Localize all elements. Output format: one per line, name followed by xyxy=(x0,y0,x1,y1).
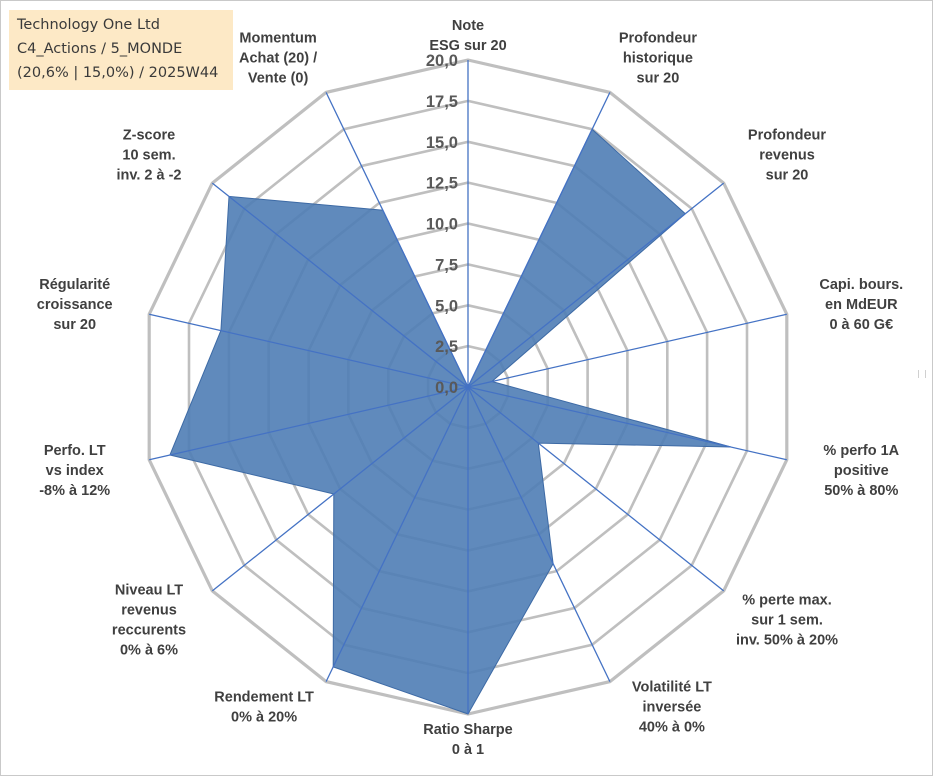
category-label: C4_Actions / 5_MONDE xyxy=(17,41,183,57)
axis-label-0: Note ESG sur 20 xyxy=(429,18,506,54)
spoke-10 xyxy=(149,386,469,461)
tick-label: 7,5 xyxy=(435,256,458,274)
radar-axis-labels: Note ESG sur 20 Profondeur historique sur 20… xyxy=(37,18,903,758)
axis-label-9: Niveau LT revenus reccurents 0% à 6% xyxy=(112,583,186,659)
axis-label-4: % perfo 1A positive 50% à 80% xyxy=(823,443,899,499)
axis-label-12: Z-score 10 sem. inv. 2 à -2 xyxy=(116,127,181,183)
spoke-11 xyxy=(149,313,469,388)
axis-label-2: Profondeur revenus sur 20 xyxy=(748,127,826,183)
spoke-5 xyxy=(467,386,725,592)
spoke-12 xyxy=(211,182,469,388)
tick-label: 15,0 xyxy=(426,134,458,152)
resize-handle[interactable] xyxy=(918,370,926,378)
info-box: Technology One Ltd C4_Actions / 5_MONDE … xyxy=(9,10,233,90)
axis-label-6: Volatilité LT inversée 40% à 0% xyxy=(632,680,712,736)
axis-label-3: Capi. bours. en MdEUR 0 à 60 G€ xyxy=(819,277,903,333)
tick-label: 10,0 xyxy=(426,216,458,234)
axis-label-7: Ratio Sharpe 0 à 1 xyxy=(423,722,512,758)
company-name: Technology One Ltd xyxy=(17,17,160,33)
spoke-1 xyxy=(467,92,611,388)
tick-label: 5,0 xyxy=(435,297,458,315)
tick-label: 20,0 xyxy=(426,52,458,70)
radar-spokes xyxy=(149,60,787,714)
radar-tick-labels: 0,0 2,5 5,0 7,5 10,0 12,5 15,0 17,5 20,0 xyxy=(426,52,458,397)
spoke-9 xyxy=(211,386,469,592)
spoke-13 xyxy=(325,92,469,388)
tick-label: 12,5 xyxy=(426,175,458,193)
axis-label-8: Rendement LT 0% à 20% xyxy=(214,690,314,726)
axis-label-11: Régularité croissance sur 20 xyxy=(37,277,113,333)
spoke-6 xyxy=(467,386,611,682)
stats-label: (20,6% | 15,0%) / 2025W44 xyxy=(17,65,219,81)
tick-label: 0,0 xyxy=(435,379,458,397)
spoke-8 xyxy=(325,386,469,682)
axis-label-13: Momentum Achat (20) / Vente (0) xyxy=(239,30,317,86)
tick-label: 2,5 xyxy=(435,338,458,356)
spoke-2 xyxy=(467,182,725,388)
axis-label-10: Perfo. LT vs index -8% à 12% xyxy=(39,443,110,499)
spoke-3 xyxy=(467,313,787,388)
axis-label-1: Profondeur historique sur 20 xyxy=(619,30,697,86)
tick-label: 17,5 xyxy=(426,93,458,111)
axis-label-5: % perte max. sur 1 sem. inv. 50% à 20% xyxy=(736,593,838,649)
spoke-4 xyxy=(467,386,787,461)
